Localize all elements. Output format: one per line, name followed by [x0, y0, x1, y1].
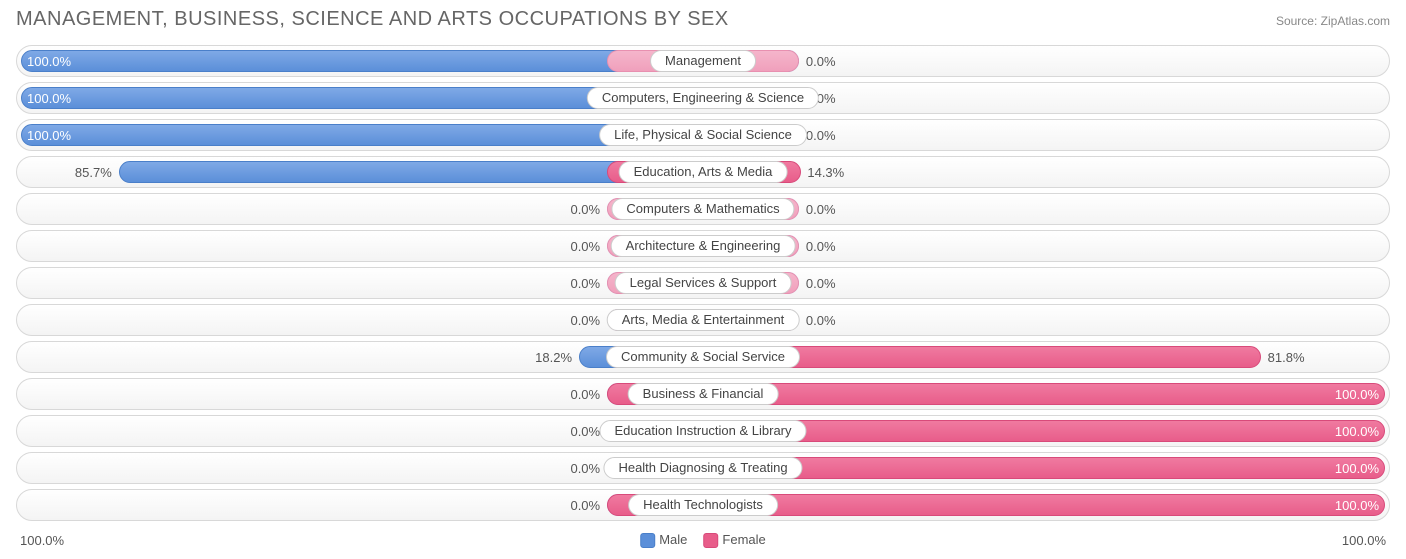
male-value: 100.0% — [27, 120, 71, 151]
male-value: 18.2% — [535, 342, 572, 373]
legend-female-label: Female — [722, 532, 765, 547]
female-swatch-icon — [703, 533, 718, 548]
chart-row: 18.2% 81.8% Community & Social Service — [16, 341, 1390, 373]
chart-row: 0.0% 100.0% Health Diagnosing & Treating — [16, 452, 1390, 484]
axis-left-label: 100.0% — [20, 533, 64, 548]
male-value: 0.0% — [570, 490, 600, 521]
axis-right-label: 100.0% — [1342, 533, 1386, 548]
category-label: Architecture & Engineering — [611, 235, 796, 257]
male-value: 100.0% — [27, 83, 71, 114]
female-value: 0.0% — [806, 231, 836, 262]
chart-header: MANAGEMENT, BUSINESS, SCIENCE AND ARTS O… — [16, 8, 1390, 31]
chart-row: 0.0% 100.0% Health Technologists — [16, 489, 1390, 521]
female-value: 0.0% — [806, 268, 836, 299]
chart-source: Source: ZipAtlas.com — [1276, 14, 1390, 28]
male-value: 0.0% — [570, 194, 600, 225]
male-value: 0.0% — [570, 268, 600, 299]
female-value: 100.0% — [1335, 379, 1379, 410]
chart-row: 100.0% 0.0%Life, Physical & Social Scienc… — [16, 119, 1390, 151]
chart-row: 85.7% 14.3% Education, Arts & Media — [16, 156, 1390, 188]
chart-row: 0.0% 100.0% Education Instruction & Librar… — [16, 415, 1390, 447]
legend: Male Female — [640, 532, 766, 548]
female-value: 0.0% — [806, 120, 836, 151]
chart-row: 0.0% 0.0% Legal Services & Support — [16, 267, 1390, 299]
female-value: 14.3% — [807, 157, 844, 188]
female-value: 0.0% — [806, 194, 836, 225]
male-value: 100.0% — [27, 46, 71, 77]
female-value: 81.8% — [1268, 342, 1305, 373]
chart-row: 0.0% 0.0% Computers & Mathematics — [16, 193, 1390, 225]
chart-row: 0.0% 100.0% Business & Financial — [16, 378, 1390, 410]
category-label: Life, Physical & Social Science — [599, 124, 807, 146]
category-label: Education Instruction & Library — [599, 420, 806, 442]
category-label: Legal Services & Support — [615, 272, 792, 294]
category-label: Health Technologists — [628, 494, 778, 516]
chart-row: 100.0% 0.0% Management — [16, 45, 1390, 77]
female-value: 100.0% — [1335, 490, 1379, 521]
chart-footer: 100.0% Male Female 100.0% — [16, 526, 1390, 554]
female-value: 100.0% — [1335, 416, 1379, 447]
male-value: 0.0% — [570, 416, 600, 447]
female-value: 0.0% — [806, 46, 836, 77]
category-label: Arts, Media & Entertainment — [607, 309, 800, 331]
male-value: 0.0% — [570, 379, 600, 410]
chart-row: 0.0% 0.0% Arts, Media & Entertainment — [16, 304, 1390, 336]
female-value: 0.0% — [806, 305, 836, 336]
male-value: 0.0% — [570, 453, 600, 484]
category-label: Computers & Mathematics — [611, 198, 794, 220]
occupations-chart: 100.0%0.0%Management100.0%0.0%Computers,… — [16, 45, 1390, 521]
legend-female: Female — [703, 532, 765, 548]
legend-male-label: Male — [659, 532, 687, 547]
male-value: 0.0% — [570, 305, 600, 336]
female-value: 100.0% — [1335, 453, 1379, 484]
category-label: Community & Social Service — [606, 346, 800, 368]
male-value: 0.0% — [570, 231, 600, 262]
chart-row: 100.0%0.0%Computers, Engineering & Scien… — [16, 82, 1390, 114]
category-label: Health Diagnosing & Treating — [603, 457, 802, 479]
male-swatch-icon — [640, 533, 655, 548]
legend-male: Male — [640, 532, 687, 548]
category-label: Computers, Engineering & Science — [587, 87, 819, 109]
category-label: Business & Financial — [628, 383, 779, 405]
chart-title: MANAGEMENT, BUSINESS, SCIENCE AND ARTS O… — [16, 8, 729, 31]
category-label: Management — [650, 50, 756, 72]
category-label: Education, Arts & Media — [619, 161, 788, 183]
chart-row: 0.0% 0.0% Architecture & Engineering — [16, 230, 1390, 262]
male-value: 85.7% — [75, 157, 112, 188]
